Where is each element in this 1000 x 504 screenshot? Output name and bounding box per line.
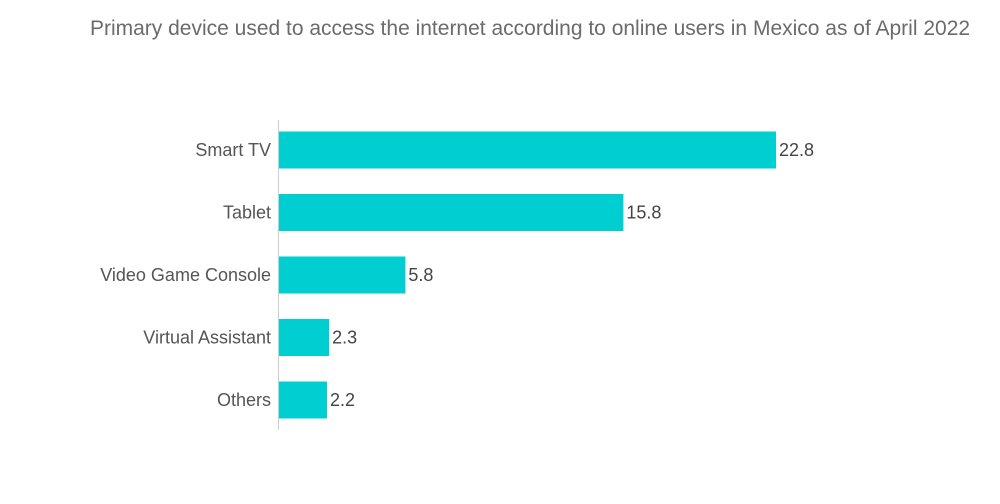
bar-others <box>279 381 327 419</box>
category-label: Others <box>217 390 271 410</box>
data-label: 22.8 <box>779 140 814 160</box>
category-label: Tablet <box>223 203 271 223</box>
category-label: Virtual Assistant <box>143 328 271 348</box>
data-label: 5.8 <box>408 265 433 285</box>
bar-tablet <box>279 194 624 231</box>
data-label: 15.8 <box>626 203 661 223</box>
chart-title: Primary device used to access the intern… <box>89 17 971 40</box>
data-label: 2.2 <box>330 390 355 410</box>
bar-video-game-console <box>279 256 406 294</box>
bar-smart-tv <box>279 131 776 169</box>
data-label: 2.3 <box>332 328 357 348</box>
bars-layer: Smart TV 22.8 Tablet 15.8 Video Game Console… <box>100 131 814 419</box>
category-label: Video Game Console <box>100 265 271 285</box>
bar-virtual-assistant <box>279 319 330 356</box>
category-label: Smart TV <box>195 140 271 160</box>
